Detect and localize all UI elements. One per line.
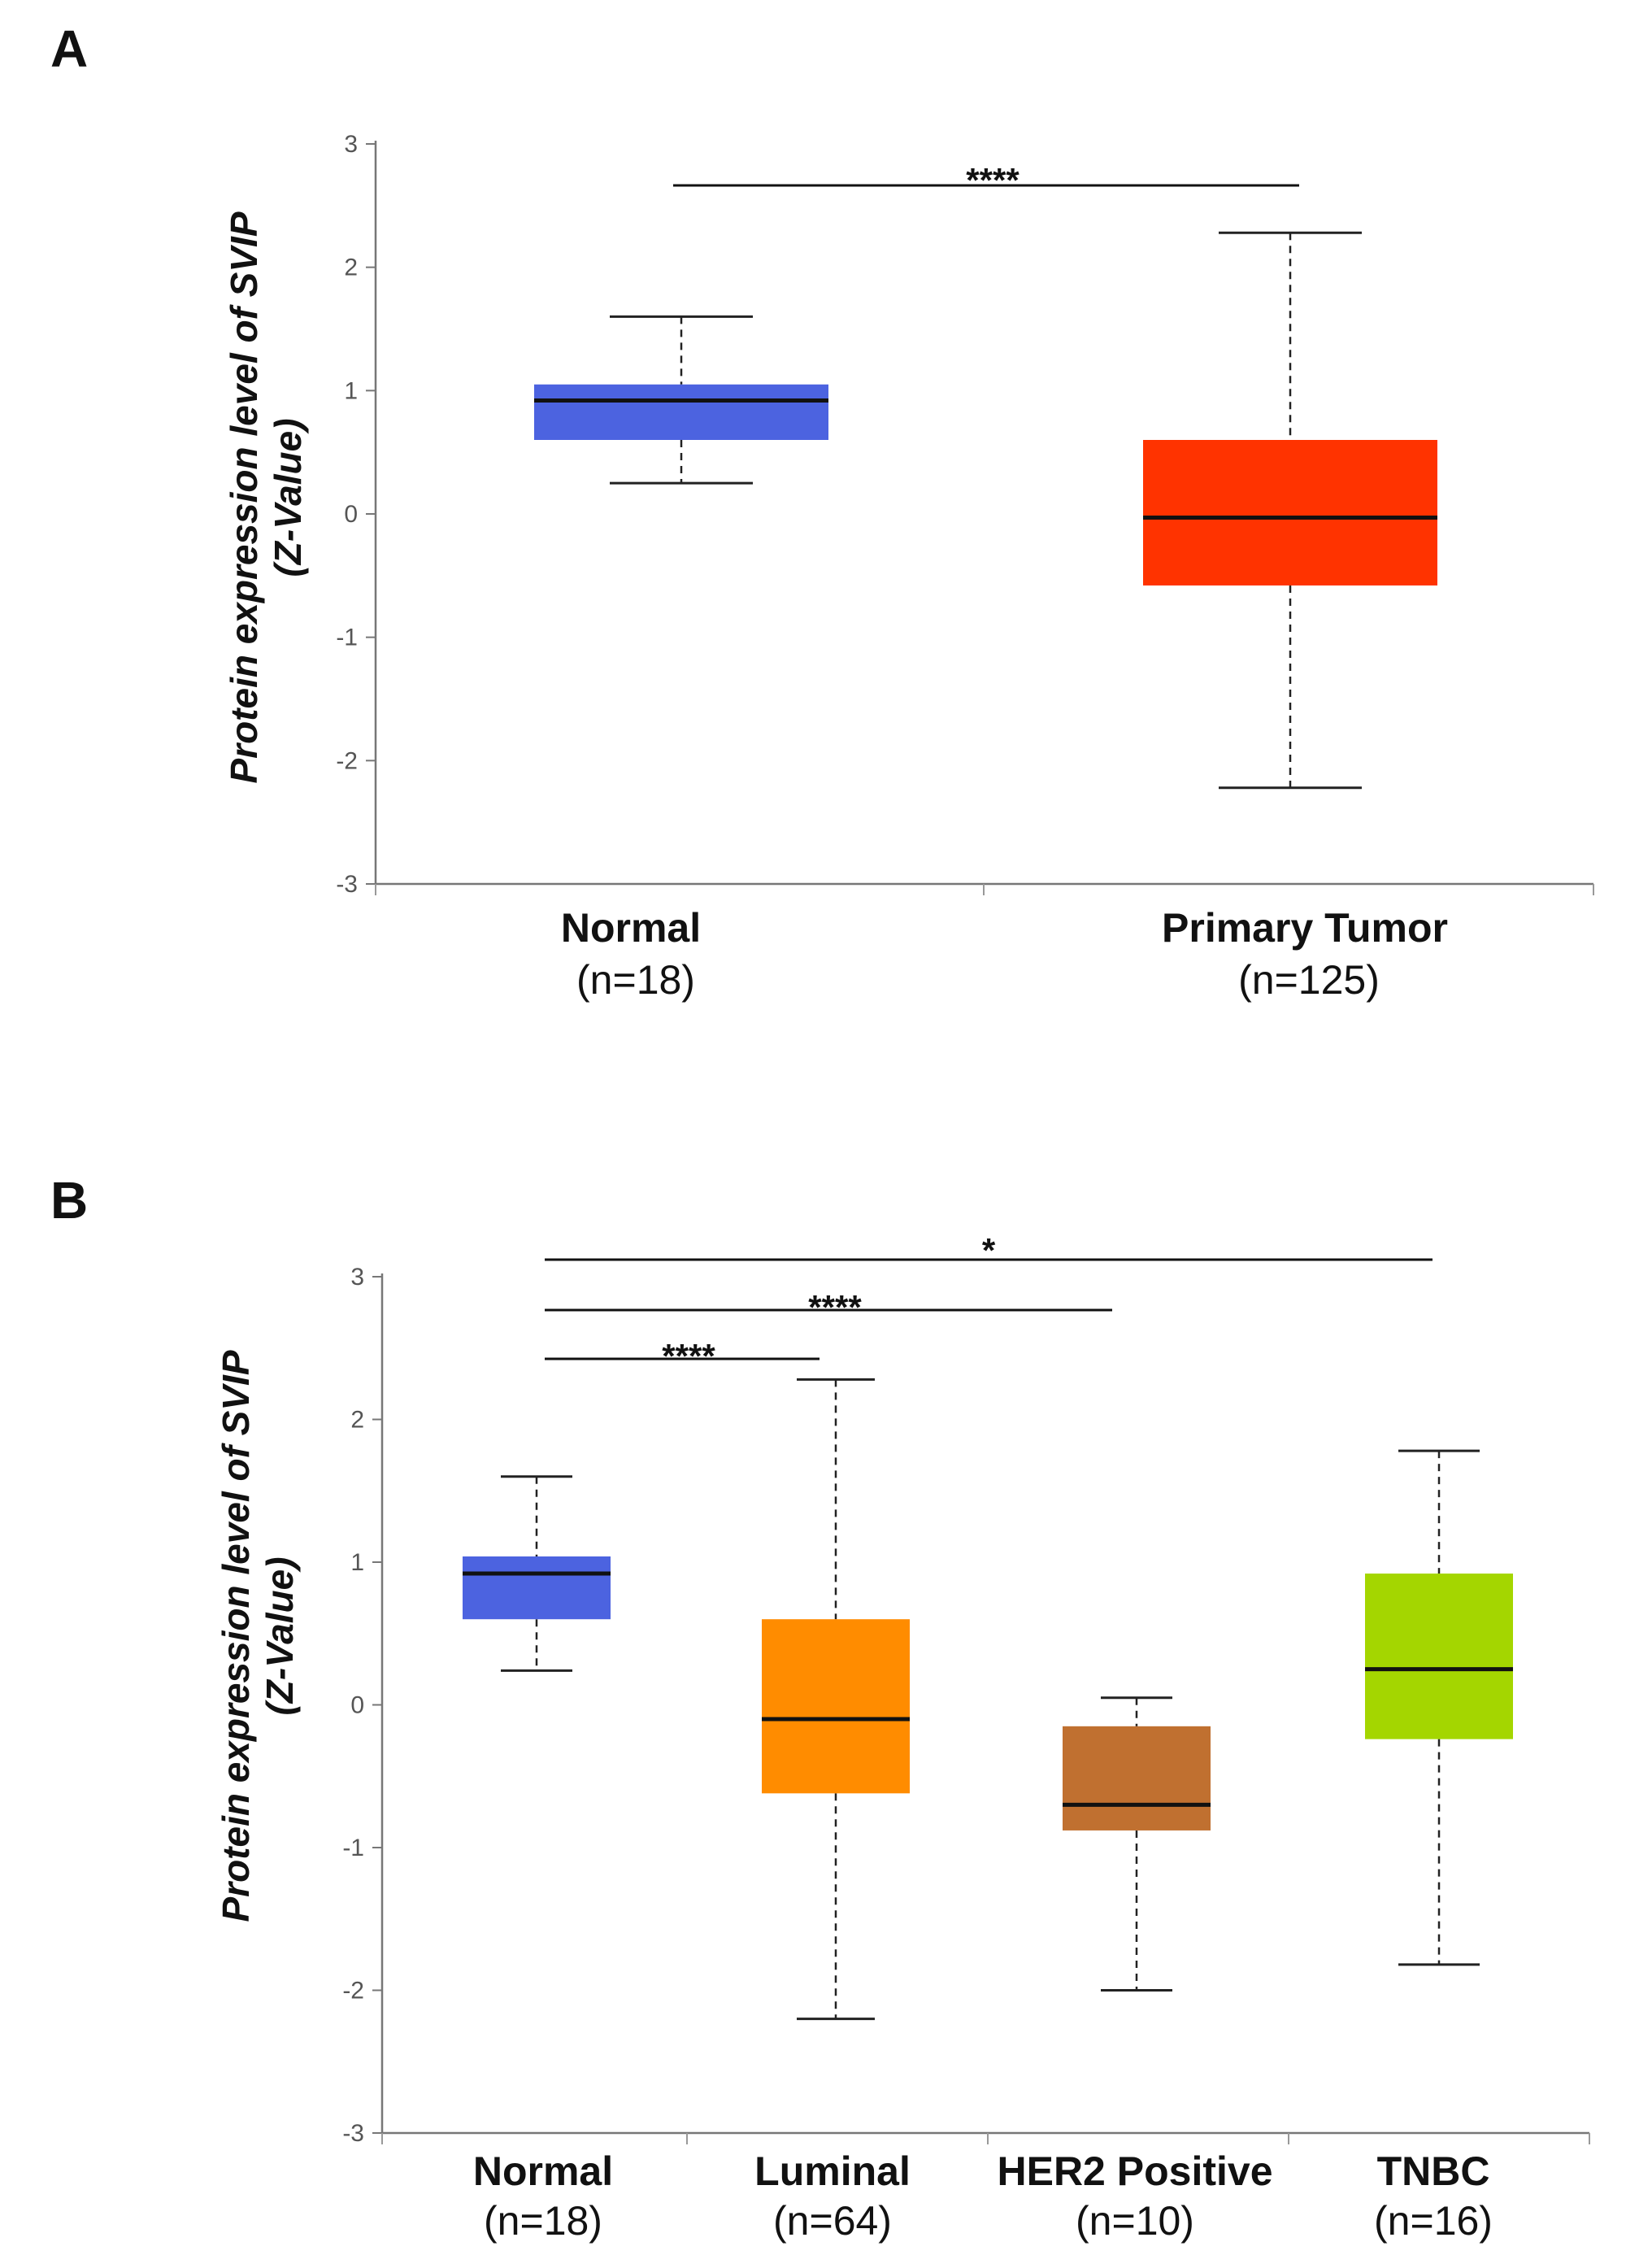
panel-a-ytick-label: -1 bbox=[336, 625, 358, 651]
panel-b-category-label: Normal bbox=[473, 2148, 613, 2194]
panel-a: A Protein expression level of SVIP (Z-Va… bbox=[50, 20, 1594, 1003]
panel-b-category-label: TNBC bbox=[1377, 2148, 1490, 2194]
panel-b-ylabel-line2: (Z-Value) bbox=[259, 1556, 301, 1715]
panel-a-ylabel-line1: Protein expression level of SVIP bbox=[223, 211, 265, 783]
panel-b-category-n: (n=10) bbox=[1076, 2198, 1194, 2244]
panel-a-letter: A bbox=[50, 20, 88, 78]
panel-a-ytick-label: 0 bbox=[344, 501, 358, 528]
panel-a-ylabel-line2: (Z-Value) bbox=[267, 418, 309, 577]
panel-b-significance-label: **** bbox=[662, 1337, 715, 1375]
panel-a-box bbox=[1143, 440, 1437, 586]
panel-b-box bbox=[1365, 1574, 1513, 1739]
panel-b-category-n: (n=18) bbox=[484, 2198, 602, 2244]
panel-b-category-label: Luminal bbox=[754, 2148, 911, 2194]
panel-a-ytick-label: 2 bbox=[344, 255, 358, 281]
panel-a-category-label: Normal bbox=[561, 905, 701, 951]
panel-b-ytick-label: -1 bbox=[342, 1835, 364, 1861]
panel-a-ytick-label: 3 bbox=[344, 131, 358, 158]
panel-b-box bbox=[463, 1556, 611, 1620]
panel-b-box bbox=[1063, 1726, 1211, 1831]
panel-a-ytick-label: -3 bbox=[336, 871, 358, 898]
panel-b-letter: B bbox=[50, 1171, 88, 1230]
panel-b-ytick-label: 3 bbox=[350, 1264, 364, 1291]
panel-a-category-n: (n=18) bbox=[576, 957, 695, 1003]
panel-b-ylabel-line1: Protein expression level of SVIP bbox=[215, 1350, 257, 1922]
panel-a-category-label: Primary Tumor bbox=[1162, 905, 1448, 951]
panel-a-ytick-label: 1 bbox=[344, 377, 358, 404]
panel-a-ytick-label: -2 bbox=[336, 747, 358, 774]
panel-b-significance-label: * bbox=[982, 1231, 996, 1269]
panel-a-box bbox=[534, 384, 828, 440]
panel-a-category-n: (n=125) bbox=[1238, 957, 1380, 1003]
panel-b-ytick-label: 0 bbox=[350, 1692, 364, 1719]
panel-b-ytick-label: -2 bbox=[342, 1978, 364, 2005]
panel-b-ytick-label: 2 bbox=[350, 1407, 364, 1434]
panel-b-category-n: (n=64) bbox=[773, 2198, 892, 2244]
panel-b: B Protein expression level of SVIP (Z-Va… bbox=[50, 1171, 1590, 2244]
panel-b-category-n: (n=16) bbox=[1374, 2198, 1493, 2244]
panel-b-significance-label: **** bbox=[808, 1288, 862, 1326]
panel-b-category-label: HER2 Positive bbox=[997, 2148, 1272, 2194]
panel-b-ytick-label: -3 bbox=[342, 2120, 364, 2147]
panel-a-significance-label: **** bbox=[966, 161, 1020, 199]
panel-b-ytick-label: 1 bbox=[350, 1549, 364, 1576]
panel-b-box bbox=[762, 1619, 910, 1794]
